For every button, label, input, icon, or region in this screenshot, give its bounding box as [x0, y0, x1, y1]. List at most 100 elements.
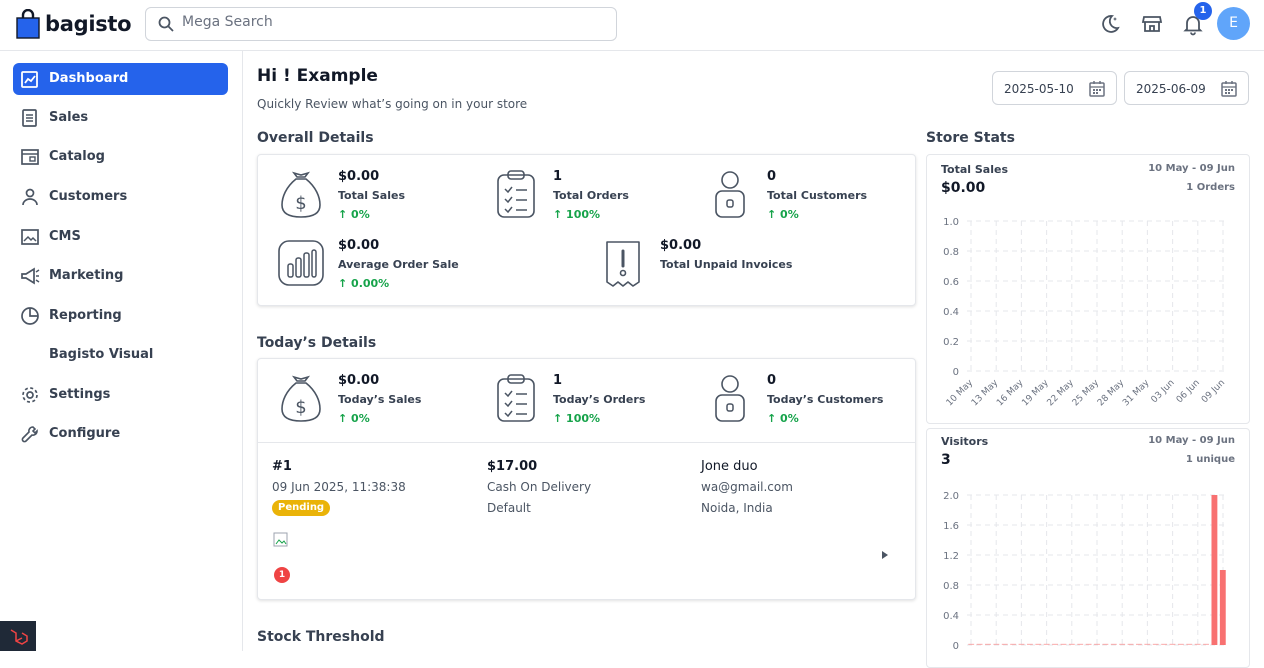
- sidebar-item-label: Settings: [49, 387, 111, 402]
- y-tick-label: 1.0: [943, 217, 959, 228]
- clipboard-icon: [497, 170, 535, 218]
- y-tick-label: 0: [953, 367, 959, 378]
- sidebar-item-label: Bagisto Visual: [49, 347, 154, 362]
- sidebar-item-catalog[interactable]: Catalog: [13, 141, 228, 173]
- stat-value: $0.00: [660, 238, 702, 253]
- svg-text:$: $: [295, 397, 306, 418]
- notification-count-badge: 1: [1194, 2, 1212, 20]
- visitor-bar: [1060, 643, 1067, 645]
- sidebar-item-label: Dashboard: [49, 71, 129, 86]
- visitors-chart-card: Visitors 3 10 May - 09 Jun 1 unique 2.0 1…: [926, 428, 1250, 668]
- sidebar-item-customers[interactable]: Customers: [13, 181, 228, 213]
- sidebar-item-marketing[interactable]: Marketing: [13, 260, 228, 292]
- y-tick-label: 1.6: [943, 521, 959, 532]
- customer-icon: [715, 375, 745, 422]
- total-sales-chart-card: Total Sales $0.00 10 May - 09 Jun 1 Orde…: [926, 154, 1250, 424]
- order-payment-method: Cash On Delivery: [487, 480, 592, 494]
- sidebar-item-sales[interactable]: Sales: [13, 102, 228, 134]
- stat-change: ↑ 0%: [767, 412, 799, 425]
- x-tick-label: 28 May: [1096, 378, 1127, 409]
- visitors-chart: 2.0 1.6 1.2 0.8 0.4 0: [943, 491, 1227, 652]
- visitor-bar: [1001, 643, 1008, 645]
- visitor-bar: [1177, 643, 1184, 645]
- visitor-bar: [1085, 643, 1092, 645]
- catalog-icon: [21, 149, 39, 165]
- visitor-bar: [1052, 643, 1058, 645]
- user-avatar[interactable]: E: [1217, 7, 1250, 40]
- sidebar-item-label: Customers: [49, 189, 128, 204]
- visitor-bar: [1119, 643, 1126, 645]
- visitor-bar: [1169, 643, 1176, 645]
- chart-orders-count: 1 Orders: [1186, 182, 1235, 193]
- visitor-bar: [1035, 643, 1042, 645]
- visitor-bar: [1152, 643, 1159, 645]
- stat-label: Total Orders: [553, 189, 629, 202]
- dashboard-icon: [21, 71, 38, 88]
- sidebar-item-dashboard[interactable]: Dashboard: [13, 63, 228, 95]
- chart-title: Total Sales: [941, 163, 1009, 176]
- date-to-picker[interactable]: 2025-06-09: [1124, 71, 1249, 105]
- visitor-bar: [993, 643, 1000, 645]
- y-tick-label: 0.2: [943, 337, 959, 348]
- x-tick-label: 03 Jun: [1150, 378, 1177, 405]
- sidebar-item-label: Configure: [49, 426, 121, 441]
- calendar-icon: [1089, 81, 1105, 97]
- settings-icon: [22, 387, 38, 403]
- visitor-bar: [1094, 643, 1100, 645]
- customer-name: Jone duo: [701, 459, 758, 474]
- visitor-bar: [1110, 643, 1117, 645]
- todays-details-title: Today’s Details: [257, 335, 377, 351]
- y-tick-label: 0.8: [943, 581, 959, 592]
- reporting-icon: [21, 307, 39, 325]
- sidebar-item-bagisto-visual[interactable]: Bagisto Visual: [13, 339, 228, 371]
- y-tick-label: 0: [953, 641, 959, 652]
- stat-value: 0: [767, 169, 777, 184]
- stat-label: Total Unpaid Invoices: [660, 258, 793, 271]
- search-icon: [158, 16, 174, 32]
- money-bag-icon: $: [281, 375, 321, 422]
- y-tick-label: 0.4: [943, 611, 959, 622]
- sidebar-item-cms[interactable]: CMS: [13, 221, 228, 253]
- visitor-bar: [1010, 643, 1017, 645]
- sidebar-item-label: Marketing: [49, 268, 124, 283]
- stat-change: ↑ 100%: [553, 208, 601, 221]
- visitor-bar: [968, 643, 975, 645]
- main-content: Hi ! Example Quickly Review what’s going…: [243, 51, 1264, 668]
- sidebar-item-configure[interactable]: Configure: [13, 418, 228, 450]
- order-id: #1: [272, 459, 292, 474]
- laravel-icon: [10, 629, 28, 645]
- chart-date-range: 10 May - 09 Jun: [1148, 435, 1235, 446]
- sidebar-item-settings[interactable]: Settings: [13, 379, 228, 411]
- marketing-icon: [21, 267, 40, 285]
- x-tick-label: 13 May: [970, 378, 1001, 409]
- sidebar-item-reporting[interactable]: Reporting: [13, 300, 228, 332]
- stat-change: ↑ 0.00%: [338, 277, 390, 290]
- visitor-bar: [1127, 643, 1134, 645]
- svg-text:$: $: [295, 193, 306, 214]
- bagisto-logo[interactable]: bagisto: [16, 9, 132, 39]
- overall-details-card: $ $0.00 Total Sales ↑ 0% 1 Total Orders …: [257, 154, 916, 306]
- mega-search[interactable]: [145, 7, 617, 41]
- sidebar-item-label: CMS: [49, 229, 81, 244]
- y-tick-label: 2.0: [943, 491, 959, 502]
- stat-value: $0.00: [338, 238, 380, 253]
- order-row[interactable]: #1 09 Jun 2025, 11:38:38 Pending $17.00 …: [258, 443, 915, 599]
- broken-image-icon: [273, 532, 288, 547]
- customer-icon: [715, 171, 745, 218]
- stat-value: $0.00: [338, 169, 380, 184]
- date-from-value: 2025-05-10: [1004, 82, 1074, 96]
- dark-mode-icon[interactable]: [1098, 12, 1122, 36]
- date-from-picker[interactable]: 2025-05-10: [992, 71, 1117, 105]
- order-channel: Default: [487, 501, 531, 515]
- x-tick-label: 10 May: [945, 378, 976, 409]
- chart-unique-count: 1 unique: [1185, 454, 1235, 465]
- search-input[interactable]: [182, 14, 602, 30]
- debugbar-toggle[interactable]: [0, 621, 36, 651]
- sales-icon: [22, 109, 37, 127]
- invoice-alert-icon: [606, 241, 640, 287]
- storefront-icon[interactable]: [1140, 12, 1164, 36]
- configure-icon: [21, 426, 38, 443]
- order-date: 09 Jun 2025, 11:38:38: [272, 480, 406, 494]
- notification-bell-icon[interactable]: [1181, 12, 1205, 36]
- chevron-right-icon[interactable]: [881, 550, 889, 560]
